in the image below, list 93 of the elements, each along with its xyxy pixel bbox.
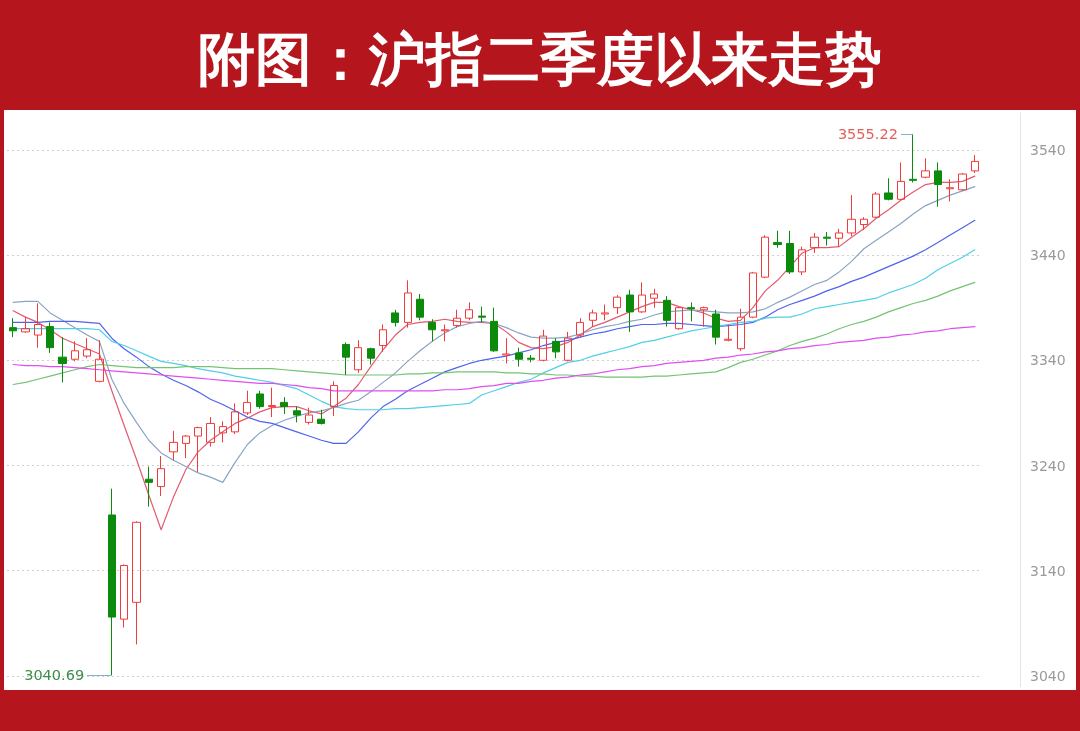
- candlestick: [46, 321, 54, 354]
- candlestick: [884, 177, 893, 201]
- y-tick-label: 3340: [1030, 352, 1066, 369]
- candlestick: [971, 154, 979, 174]
- candlestick: [58, 336, 67, 383]
- candlestick: [354, 339, 362, 374]
- candlestick: [317, 409, 325, 425]
- candlestick: [465, 301, 473, 321]
- candlestick: [157, 455, 165, 497]
- candlestick: [638, 281, 646, 314]
- candlestick: [712, 309, 720, 345]
- y-tick-label: 3540: [1030, 141, 1066, 158]
- candlestick: [613, 294, 621, 315]
- candlestick: [502, 337, 510, 364]
- annotation: 3040.69: [24, 667, 85, 684]
- candlestick: [268, 387, 276, 418]
- candlestick: [71, 340, 79, 362]
- candlestick: [490, 307, 498, 353]
- candlestick: [21, 316, 30, 334]
- candlestick: [749, 271, 757, 319]
- candlestick: [194, 426, 202, 473]
- candlestick: [330, 380, 338, 417]
- candlestick: [132, 520, 141, 645]
- candlestick: [305, 407, 313, 425]
- candlestick: [120, 563, 128, 629]
- candlestick: [145, 466, 153, 508]
- line-series: [12, 326, 976, 392]
- candlestick: [416, 293, 424, 321]
- candlestick: [34, 302, 42, 349]
- y-tick-label: 3240: [1030, 457, 1066, 474]
- candlestick: [786, 230, 794, 275]
- candlestick: [243, 390, 251, 416]
- chart-title: 附图：沪指二季度以来走势: [198, 25, 882, 92]
- y-tick-label: 3040: [1030, 667, 1066, 684]
- candlestick: [724, 324, 732, 342]
- candlestick: [810, 232, 819, 254]
- candlestick: [576, 317, 584, 338]
- candlestick: [650, 288, 658, 309]
- candlestick: [441, 324, 449, 342]
- candlestick: [761, 234, 769, 279]
- candlestick: [428, 318, 436, 342]
- line-series: [12, 281, 976, 386]
- candlestick: [552, 337, 560, 359]
- y-tick-label: 3140: [1030, 562, 1066, 579]
- candlestick: [823, 231, 831, 247]
- candlestick: [293, 406, 301, 423]
- candlestick: [404, 279, 412, 329]
- candlestick: [934, 161, 942, 208]
- candlestick: [83, 337, 91, 359]
- candlestick: [847, 194, 856, 237]
- line-series: [12, 219, 976, 445]
- candlestick: [206, 416, 215, 448]
- candlestick: [9, 317, 17, 338]
- candlestick: [564, 331, 572, 362]
- candlestick: [391, 309, 399, 328]
- candlestick: [946, 178, 954, 202]
- candlestick: [589, 309, 597, 328]
- candlestick: [169, 430, 178, 461]
- candlestick: [835, 228, 843, 248]
- y-tick-label: 3440: [1030, 247, 1066, 264]
- candlestick: [872, 191, 880, 219]
- candlestick: [182, 434, 190, 459]
- candlestick: [798, 246, 806, 276]
- candlestick: [527, 354, 535, 363]
- candlestick: [539, 329, 547, 362]
- candlestick: [700, 306, 708, 328]
- candlestick: [379, 324, 387, 353]
- candlestick: [367, 347, 375, 365]
- candlestick: [909, 133, 917, 183]
- line-series: [12, 175, 976, 531]
- candlestick: [773, 230, 782, 249]
- candlestick: [675, 306, 683, 331]
- candlestick: [921, 157, 930, 179]
- candlestick: [478, 306, 486, 323]
- candlestick: [958, 172, 967, 192]
- candlestick: [280, 396, 288, 415]
- candlestick: [687, 301, 695, 322]
- candlestick: [342, 341, 350, 376]
- line-series: [12, 186, 976, 483]
- candlestick: [95, 339, 104, 383]
- candlestick: [897, 161, 905, 201]
- candlestick: [737, 308, 745, 352]
- candlestick: [256, 390, 264, 410]
- candlestick: [108, 488, 116, 676]
- candlestick: [860, 216, 868, 231]
- candlestick: [231, 402, 239, 435]
- annotation: 3555.22: [837, 125, 898, 142]
- candlestick: [515, 347, 523, 368]
- candlestick: [626, 289, 634, 333]
- candlestick: [219, 420, 227, 443]
- candlestick: [453, 309, 461, 329]
- candlestick: [601, 304, 609, 321]
- candlestick: [663, 295, 671, 328]
